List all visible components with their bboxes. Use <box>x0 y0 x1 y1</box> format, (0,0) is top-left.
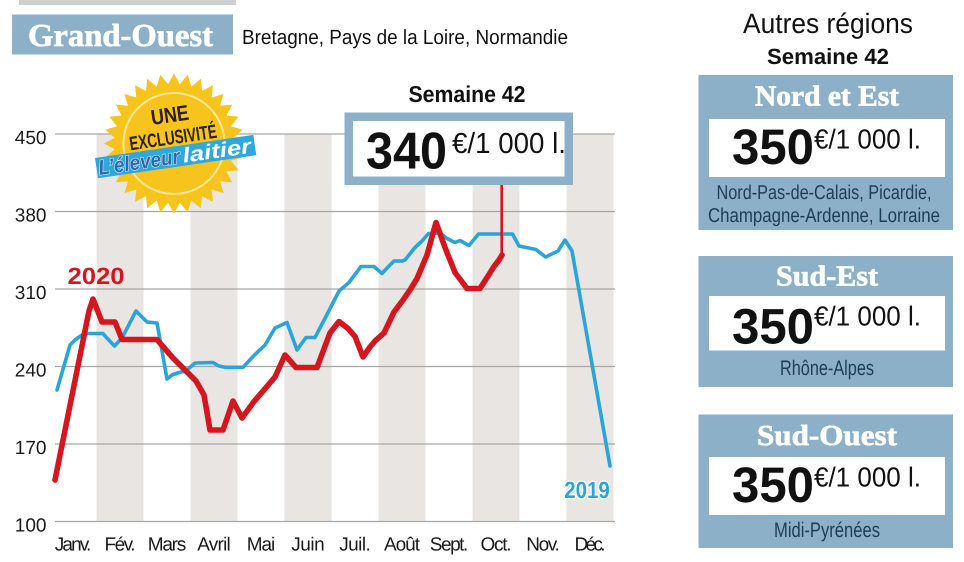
svg-text:Semaine 42: Semaine 42 <box>409 81 526 107</box>
svg-text:2019: 2019 <box>564 477 610 503</box>
svg-text:Fév.: Fév. <box>105 535 136 556</box>
svg-text:€/1 000 l.: €/1 000 l. <box>452 128 566 160</box>
svg-text:Rhône-Alpes: Rhône-Alpes <box>780 357 874 380</box>
svg-text:Sud-Ouest: Sud-Ouest <box>757 420 897 452</box>
svg-text:350: 350 <box>732 457 814 513</box>
svg-text:Nord-Pas-de-Calais, Picardie,: Nord-Pas-de-Calais, Picardie, <box>717 182 932 204</box>
svg-text:Juin: Juin <box>291 535 325 556</box>
svg-text:350: 350 <box>732 119 814 175</box>
svg-text:2020: 2020 <box>68 263 125 289</box>
svg-text:Champagne-Ardenne, Lorraine: Champagne-Ardenne, Lorraine <box>708 205 940 227</box>
svg-text:310: 310 <box>15 283 47 304</box>
svg-text:350: 350 <box>732 299 814 355</box>
svg-text:€/1 000 l.: €/1 000 l. <box>814 462 921 493</box>
svg-text:UNE: UNE <box>149 101 190 130</box>
svg-text:Août: Août <box>384 535 421 556</box>
svg-text:340: 340 <box>366 123 447 181</box>
svg-text:Nov.: Nov. <box>526 535 560 556</box>
svg-text:Semaine 42: Semaine 42 <box>767 44 889 69</box>
svg-text:450: 450 <box>15 128 47 149</box>
svg-text:€/1 000 l.: €/1 000 l. <box>814 124 921 155</box>
svg-text:Sept.: Sept. <box>430 535 469 556</box>
svg-text:240: 240 <box>15 361 47 382</box>
svg-text:Juil.: Juil. <box>339 535 371 556</box>
svg-text:Nord et Est: Nord et Est <box>755 81 899 113</box>
svg-text:Oct.: Oct. <box>481 535 512 556</box>
svg-text:Grand-Ouest: Grand-Ouest <box>28 17 213 53</box>
svg-text:Avril: Avril <box>197 535 231 556</box>
svg-text:Janv.: Janv. <box>55 535 92 556</box>
svg-text:Mai: Mai <box>247 535 276 556</box>
svg-text:€/1 000 l.: €/1 000 l. <box>814 301 921 332</box>
svg-text:Midi-Pyrénées: Midi-Pyrénées <box>774 519 880 542</box>
svg-text:380: 380 <box>15 206 47 227</box>
svg-text:Déc.: Déc. <box>575 535 606 556</box>
svg-text:Bretagne, Pays de la Loire, No: Bretagne, Pays de la Loire, Normandie <box>242 26 568 49</box>
svg-text:Autres régions: Autres régions <box>743 8 913 39</box>
svg-text:100: 100 <box>15 516 47 537</box>
svg-text:Mars: Mars <box>148 535 187 556</box>
svg-text:Sud-Est: Sud-Est <box>776 261 878 293</box>
svg-text:170: 170 <box>15 438 47 459</box>
